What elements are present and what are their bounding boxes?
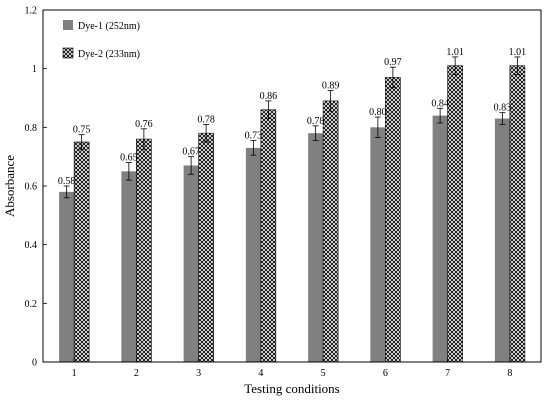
bar-series-1-cat-4 (245, 147, 261, 362)
x-tick-label-1: 1 (72, 368, 77, 379)
legend-label-series-2: Dye-2 (233nm) (78, 49, 140, 60)
bar-series-2-cat-1 (73, 141, 90, 363)
data-label-series-2-cat-4: 0.86 (260, 91, 278, 102)
data-label-series-1-cat-1: 0.58 (58, 176, 76, 187)
bar-series-2-cat-7 (447, 65, 463, 363)
y-axis: 0 0.2 0.4 0.6 0.8 1 1.2 (25, 6, 47, 369)
data-label-series-2-cat-2: 0.76 (135, 119, 153, 130)
x-tick-label-2: 2 (134, 368, 139, 379)
y-tick-label-0: 0 (32, 358, 37, 369)
legend-swatch-series-2 (62, 47, 74, 59)
legend: Dye-1 (252nm) Dye-2 (233nm) (62, 20, 140, 60)
y-tick-label-0.6: 0.6 (25, 182, 38, 193)
data-label-series-1-cat-5: 0.78 (307, 116, 325, 127)
x-tick-label-4: 4 (258, 368, 263, 379)
bar-series-2-cat-6 (385, 77, 401, 363)
bar-series-1-cat-8 (494, 118, 510, 363)
data-label-series-2-cat-5: 0.89 (322, 81, 340, 92)
data-labels-layer: 0.58 0.75 0.65 0.76 0.67 0.78 0.73 0.86 0.78 0.89… (58, 47, 526, 187)
data-label-series-1-cat-6: 0.80 (369, 107, 387, 118)
data-label-series-1-cat-8: 0.83 (494, 103, 512, 114)
bars-layer (59, 65, 526, 363)
x-axis-title: Testing conditions (244, 381, 340, 396)
data-label-series-1-cat-4: 0.73 (245, 131, 263, 142)
legend-swatch-series-1 (63, 20, 73, 30)
bar-series-1-cat-1 (59, 191, 75, 362)
data-label-series-2-cat-3: 0.78 (197, 114, 215, 125)
bar-series-2-cat-4 (260, 109, 277, 363)
data-label-series-2-cat-7: 1.01 (446, 47, 464, 58)
bar-series-1-cat-5 (308, 133, 324, 362)
bar-series-1-cat-6 (370, 127, 386, 362)
y-tick-label-0.4: 0.4 (25, 240, 38, 251)
bar-series-1-cat-3 (183, 165, 199, 362)
x-tick-label-3: 3 (196, 368, 201, 379)
y-tick-label-0.8: 0.8 (25, 123, 38, 134)
x-tick-label-8: 8 (507, 368, 512, 379)
y-tick-label-1.2: 1.2 (25, 6, 38, 17)
y-axis-title: Absorbance (2, 155, 17, 217)
y-tick-label-0.2: 0.2 (25, 299, 38, 310)
legend-label-series-1: Dye-1 (252nm) (78, 21, 140, 32)
plot-frame (42, 9, 542, 363)
data-label-series-1-cat-2: 0.65 (120, 153, 138, 164)
bar-series-2-cat-5 (322, 100, 339, 363)
data-label-series-2-cat-8: 1.01 (509, 47, 527, 58)
x-tick-label-7: 7 (445, 368, 450, 379)
bar-series-2-cat-3 (198, 132, 214, 363)
data-label-series-1-cat-3: 0.67 (182, 147, 200, 158)
bar-series-1-cat-7 (432, 115, 448, 362)
y-tick-label-1: 1 (32, 64, 37, 75)
bar-series-2-cat-2 (136, 138, 152, 363)
error-bars-layer (63, 56, 521, 199)
data-label-series-2-cat-6: 0.97 (384, 57, 402, 68)
data-label-series-2-cat-1: 0.75 (73, 125, 91, 136)
bar-series-1-cat-2 (121, 171, 137, 362)
bar-series-2-cat-8 (509, 65, 526, 363)
x-axis: 1 2 3 4 5 6 7 8 (72, 358, 512, 379)
data-label-series-1-cat-7: 0.84 (431, 98, 449, 109)
x-tick-label-5: 5 (321, 368, 326, 379)
x-tick-label-6: 6 (383, 368, 388, 379)
